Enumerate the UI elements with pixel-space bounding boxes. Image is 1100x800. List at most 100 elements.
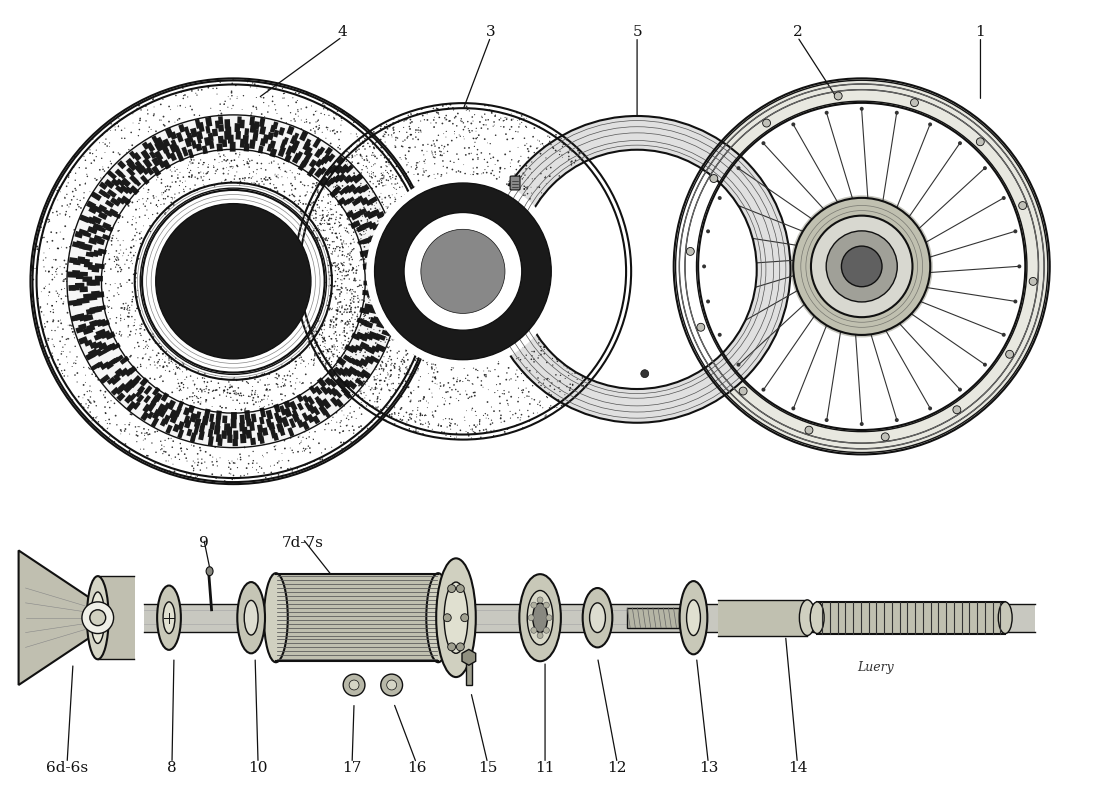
Point: [393, 228, 410, 241]
Point: [163, 355, 180, 368]
Point: [222, 86, 240, 99]
Point: [336, 272, 353, 285]
Point: [409, 174, 427, 187]
Point: [266, 98, 284, 111]
Point: [262, 177, 279, 190]
Bar: [358, 239, 366, 245]
Bar: [111, 357, 120, 365]
Point: [44, 274, 62, 286]
Point: [321, 125, 339, 138]
Point: [619, 278, 637, 291]
Bar: [364, 252, 374, 258]
Bar: [350, 220, 361, 229]
Text: Luery: Luery: [857, 661, 893, 674]
Point: [32, 301, 50, 314]
Point: [427, 148, 444, 161]
Point: [287, 358, 305, 371]
Point: [108, 258, 125, 271]
Point: [328, 211, 345, 224]
Point: [536, 188, 553, 201]
Point: [65, 357, 82, 370]
Point: [257, 383, 275, 396]
Bar: [124, 368, 134, 377]
Point: [284, 367, 301, 380]
Point: [550, 266, 568, 278]
Point: [443, 413, 461, 426]
Point: [393, 140, 410, 153]
Point: [222, 175, 240, 188]
Point: [331, 329, 349, 342]
Bar: [217, 143, 223, 151]
Point: [495, 387, 513, 400]
Point: [415, 169, 432, 182]
Point: [328, 227, 345, 240]
Point: [332, 112, 350, 125]
Point: [578, 165, 595, 178]
Point: [368, 395, 386, 408]
Bar: [360, 222, 368, 230]
Point: [340, 413, 358, 426]
Point: [197, 382, 215, 395]
Point: [213, 176, 231, 189]
Point: [246, 386, 264, 398]
Point: [207, 384, 224, 397]
Point: [268, 185, 286, 198]
Point: [447, 418, 464, 430]
Point: [600, 327, 617, 340]
Bar: [280, 139, 287, 149]
Point: [307, 293, 324, 306]
Point: [321, 302, 339, 314]
Point: [324, 208, 342, 221]
Point: [216, 98, 233, 110]
Point: [392, 240, 409, 253]
Point: [383, 178, 400, 190]
Point: [199, 376, 217, 389]
Bar: [305, 138, 311, 146]
Point: [471, 424, 488, 437]
Point: [568, 388, 585, 401]
Point: [552, 369, 570, 382]
Bar: [354, 358, 364, 368]
Bar: [196, 411, 201, 419]
Point: [358, 237, 375, 250]
Point: [248, 396, 265, 409]
Point: [352, 398, 370, 411]
Point: [503, 113, 520, 126]
Point: [345, 242, 363, 255]
Point: [367, 337, 385, 350]
Point: [310, 122, 328, 134]
Point: [403, 408, 420, 421]
Point: [581, 208, 598, 221]
Point: [381, 158, 398, 171]
Point: [333, 270, 351, 282]
Point: [605, 278, 623, 290]
Point: [200, 158, 218, 171]
Point: [476, 369, 494, 382]
Point: [375, 179, 393, 192]
Bar: [111, 211, 121, 219]
Point: [404, 179, 421, 192]
Point: [320, 303, 338, 316]
Point: [366, 150, 384, 163]
Bar: [360, 197, 370, 206]
Point: [349, 157, 366, 170]
Point: [241, 371, 258, 384]
Point: [596, 251, 614, 264]
Circle shape: [343, 674, 365, 696]
Point: [526, 202, 543, 215]
Point: [192, 166, 210, 178]
Point: [396, 210, 414, 222]
Point: [406, 414, 424, 427]
Point: [454, 123, 472, 136]
Bar: [329, 176, 338, 184]
Point: [470, 151, 487, 164]
Point: [360, 292, 377, 305]
Point: [540, 182, 558, 195]
Bar: [337, 197, 346, 206]
Point: [81, 146, 99, 159]
Point: [309, 269, 327, 282]
Point: [581, 351, 598, 364]
Point: [131, 114, 149, 126]
Point: [217, 95, 234, 108]
Point: [99, 300, 117, 313]
